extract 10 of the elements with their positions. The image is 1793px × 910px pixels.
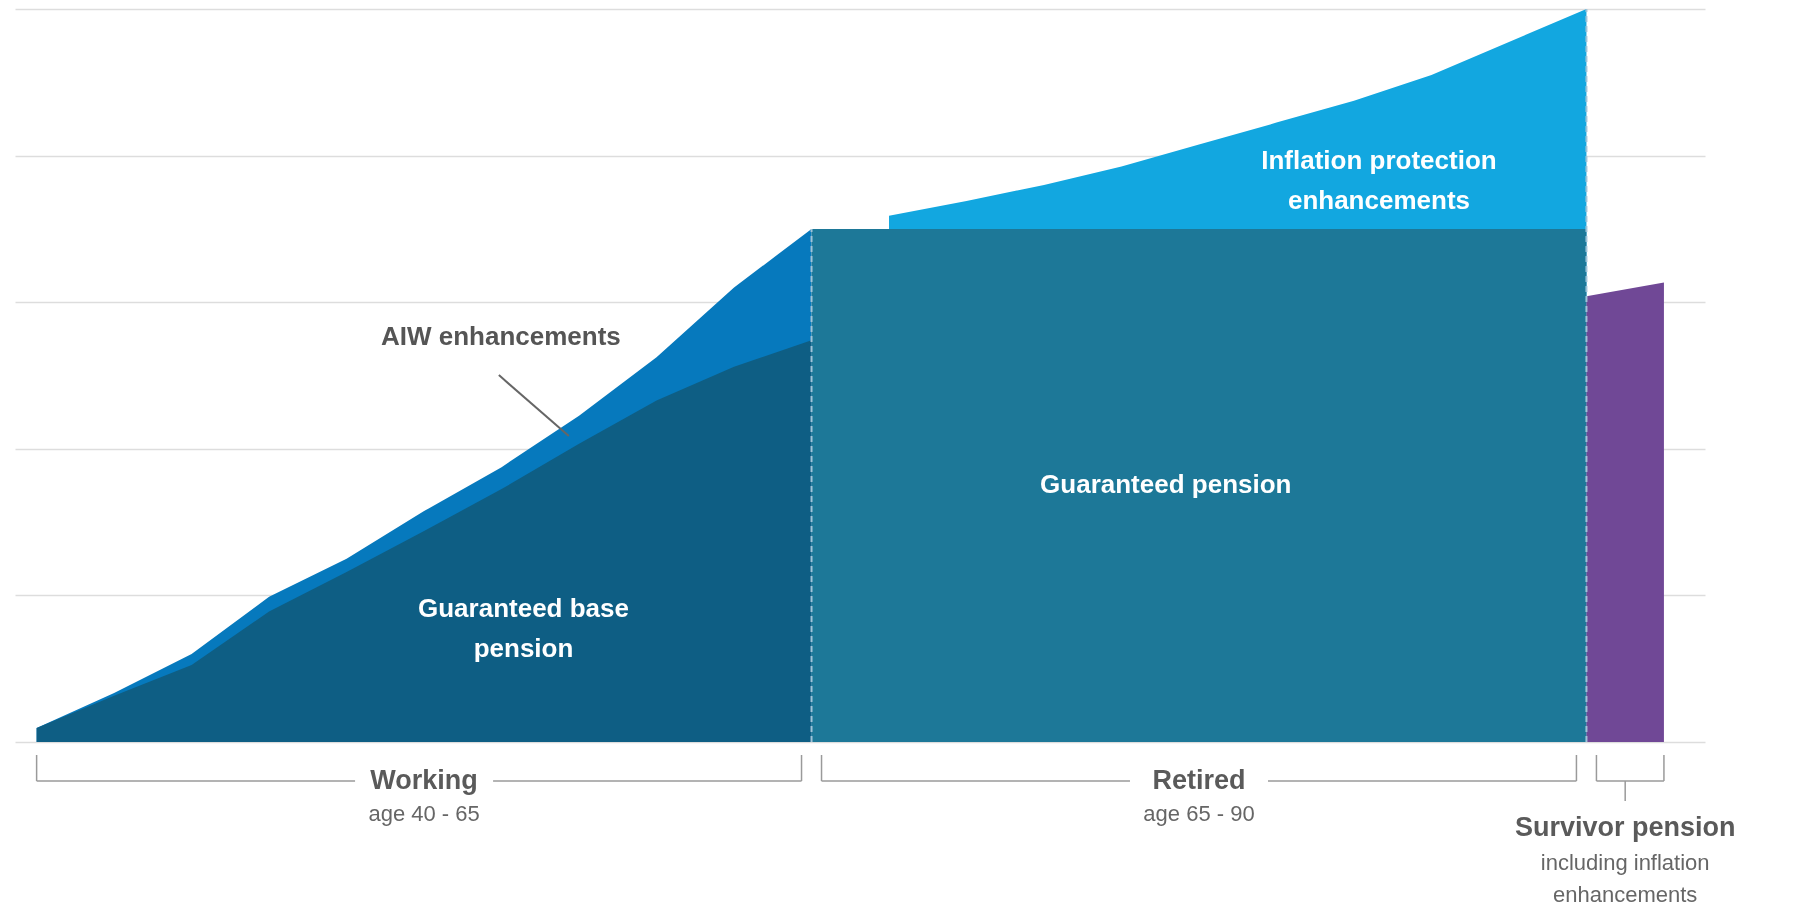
- series-label: Guaranteed base pension: [418, 593, 629, 664]
- series-label: AIW enhancements: [380, 321, 621, 352]
- text: including inflation enhancements: [1540, 850, 1710, 907]
- text: age 65 - 90: [1143, 801, 1255, 826]
- series-label: Inflation protection enhancements: [1261, 144, 1497, 215]
- text: Survivor pension: [1514, 812, 1736, 842]
- text: age 40 - 65: [368, 801, 480, 826]
- text: Working: [370, 765, 478, 795]
- text: Retired: [1152, 765, 1246, 795]
- series-label: Guaranteed pension: [1040, 469, 1292, 500]
